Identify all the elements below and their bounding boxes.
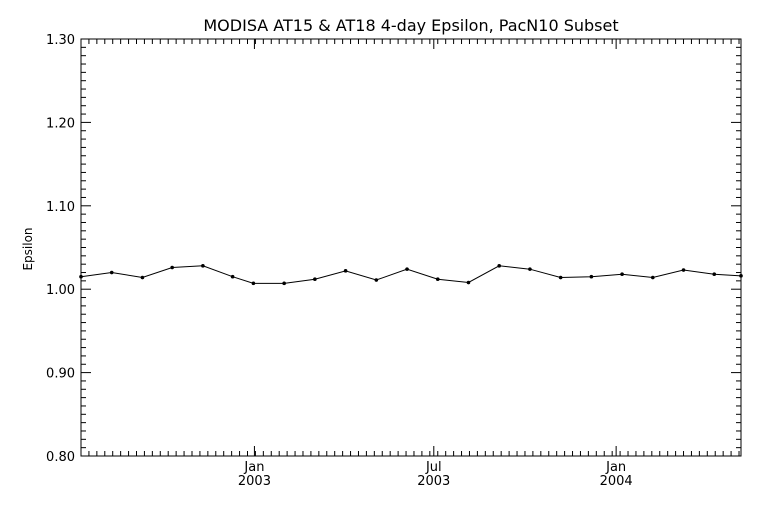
data-point bbox=[497, 264, 501, 268]
chart-title: MODISA AT15 & AT18 4-day Epsilon, PacN10… bbox=[203, 16, 618, 35]
data-point bbox=[712, 272, 717, 276]
y-tick-label: 0.80 bbox=[46, 450, 75, 465]
y-tick-label: 1.30 bbox=[46, 33, 75, 48]
data-point bbox=[170, 265, 174, 270]
data-point bbox=[589, 274, 594, 279]
data-point bbox=[739, 274, 743, 278]
data-point bbox=[201, 264, 205, 268]
data-point bbox=[374, 278, 379, 282]
plot-frame bbox=[80, 38, 742, 457]
y-tick-label: 1.20 bbox=[46, 116, 75, 131]
y-tick-label: 0.90 bbox=[46, 367, 75, 382]
data-point bbox=[620, 272, 624, 276]
data-point bbox=[681, 268, 686, 272]
epsilon-series-line bbox=[80, 265, 742, 284]
x-tick-month-label: Jan bbox=[243, 460, 264, 475]
data-point bbox=[435, 277, 440, 281]
y-axis-label: Epsilon bbox=[21, 227, 35, 270]
data-point bbox=[528, 267, 532, 271]
data-point bbox=[230, 274, 235, 279]
data-point bbox=[466, 280, 471, 285]
x-tick-month-label: Jul bbox=[425, 460, 442, 475]
data-point bbox=[651, 275, 655, 280]
data-point bbox=[251, 281, 256, 286]
data-point bbox=[313, 277, 317, 281]
x-tick-year-label: 2003 bbox=[417, 474, 450, 489]
data-point bbox=[79, 274, 83, 279]
data-point bbox=[282, 281, 286, 286]
data-point bbox=[405, 267, 409, 271]
data-point bbox=[109, 270, 114, 275]
y-tick-label: 1.00 bbox=[46, 283, 75, 298]
x-tick-year-label: 2004 bbox=[600, 474, 633, 489]
x-tick-year-label: 2003 bbox=[238, 474, 271, 489]
y-tick-label: 1.10 bbox=[46, 200, 75, 215]
x-tick-month-label: Jan bbox=[605, 460, 626, 475]
data-point bbox=[558, 275, 563, 280]
data-point bbox=[140, 275, 145, 280]
data-point bbox=[343, 269, 348, 273]
